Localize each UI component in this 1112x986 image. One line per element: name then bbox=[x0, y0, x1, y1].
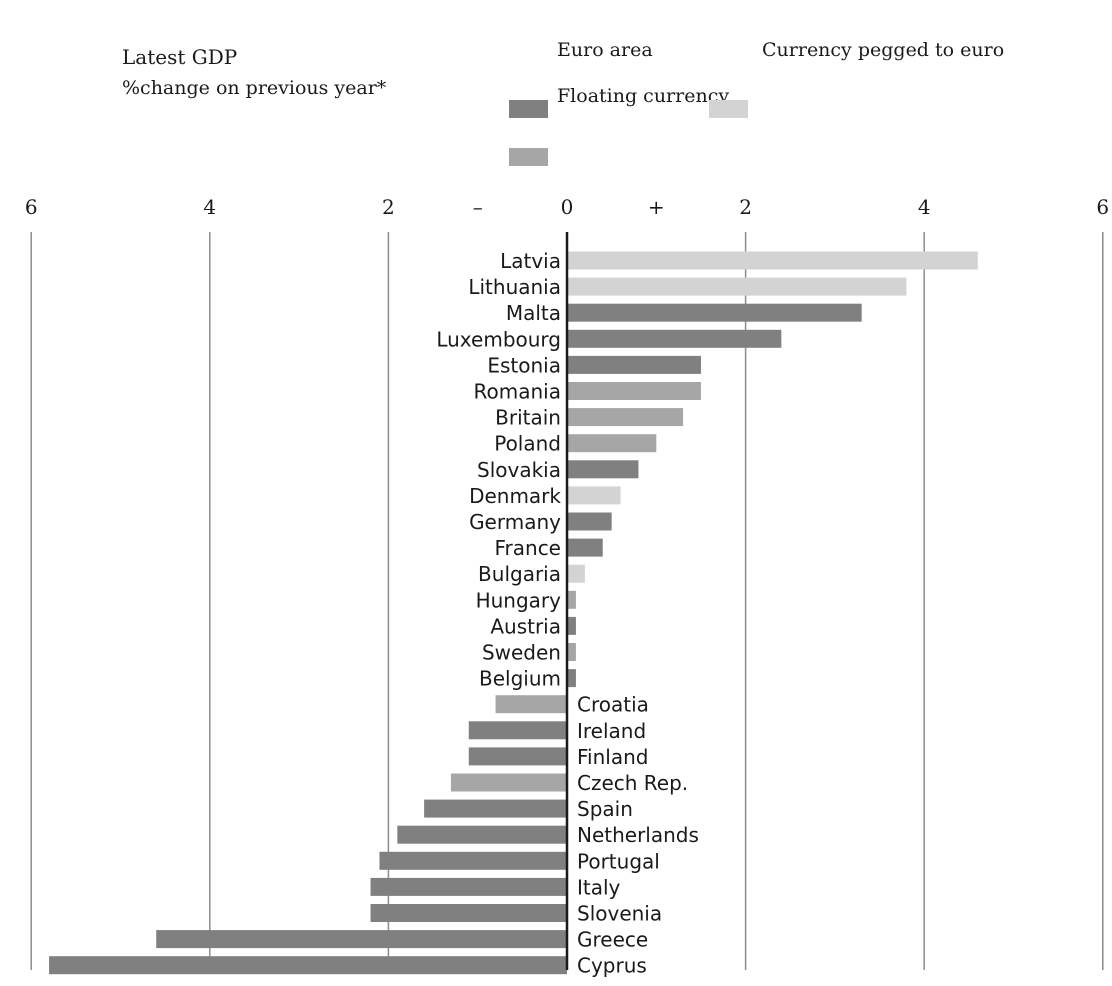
category-label: Denmark bbox=[469, 484, 561, 508]
category-label: Latvia bbox=[500, 249, 561, 273]
x-tick-label: 2 bbox=[382, 195, 395, 219]
chart-subtitle: %change on previous year* bbox=[122, 77, 387, 99]
bar bbox=[567, 408, 684, 427]
grid bbox=[30, 232, 1104, 970]
bar bbox=[567, 303, 862, 322]
bar bbox=[567, 251, 978, 270]
bar bbox=[567, 512, 612, 531]
category-label: Croatia bbox=[577, 693, 649, 717]
legend-swatch-euro bbox=[509, 100, 548, 118]
category-label: Finland bbox=[577, 745, 648, 769]
bar bbox=[567, 590, 576, 609]
bar bbox=[424, 799, 567, 818]
category-label: Czech Rep. bbox=[577, 771, 688, 795]
category-label: Luxembourg bbox=[436, 327, 561, 351]
category-label: Italy bbox=[577, 875, 621, 899]
bar bbox=[567, 382, 701, 400]
category-label: Ireland bbox=[577, 719, 646, 743]
bar bbox=[379, 851, 567, 870]
category-label: Spain bbox=[577, 797, 633, 821]
category-label: Slovenia bbox=[577, 902, 662, 926]
x-tick-label: 4 bbox=[918, 195, 931, 219]
legend-swatch-floating bbox=[509, 148, 548, 166]
bar bbox=[567, 434, 657, 453]
category-label: Greece bbox=[577, 928, 648, 952]
bar bbox=[567, 460, 639, 479]
bar bbox=[468, 721, 567, 740]
x-sign-negative: – bbox=[473, 195, 483, 219]
x-sign-positive: + bbox=[648, 195, 665, 219]
category-label: Belgium bbox=[479, 667, 561, 691]
bar bbox=[468, 747, 567, 766]
bar bbox=[567, 564, 585, 583]
bar bbox=[49, 956, 568, 975]
x-tick-label: 2 bbox=[739, 195, 752, 219]
bar bbox=[567, 538, 603, 557]
chart-header: Latest GDP %change on previous year* bbox=[122, 45, 387, 99]
legend-swatch-pegged bbox=[709, 100, 748, 118]
bar bbox=[397, 825, 567, 844]
category-label: Cyprus bbox=[577, 954, 647, 978]
bar bbox=[567, 616, 576, 635]
category-label: Britain bbox=[495, 406, 561, 430]
category-label: Germany bbox=[469, 510, 561, 534]
category-label: Estonia bbox=[487, 353, 561, 377]
x-tick-label: 6 bbox=[25, 195, 38, 219]
bar bbox=[567, 669, 576, 688]
category-label: France bbox=[494, 536, 561, 560]
legend-label-euro: Euro area bbox=[557, 39, 653, 61]
legend: Euro area Floating currency Currency peg… bbox=[509, 39, 1004, 166]
category-label: Malta bbox=[506, 301, 561, 325]
category-label: Romania bbox=[474, 380, 561, 404]
x-axis-ticks: 6 4 2 0 2 4 6 – + bbox=[25, 195, 1109, 219]
category-label: Sweden bbox=[482, 641, 561, 665]
bar bbox=[567, 277, 907, 296]
bar bbox=[370, 877, 567, 896]
x-tick-label: 6 bbox=[1096, 195, 1109, 219]
category-label: Lithuania bbox=[468, 275, 561, 299]
category-label: Austria bbox=[490, 614, 561, 638]
bar bbox=[567, 329, 782, 348]
bar bbox=[567, 486, 621, 505]
category-label: Poland bbox=[494, 432, 561, 456]
bar bbox=[450, 773, 567, 792]
bar bbox=[567, 643, 576, 661]
legend-label-floating: Floating currency bbox=[557, 85, 729, 107]
x-tick-label: 0 bbox=[561, 195, 574, 219]
bar bbox=[370, 904, 567, 922]
chart-title: Latest GDP bbox=[122, 45, 237, 69]
category-label: Slovakia bbox=[477, 458, 561, 482]
category-label: Netherlands bbox=[577, 823, 699, 847]
x-tick-label: 4 bbox=[203, 195, 216, 219]
bars bbox=[49, 251, 978, 975]
bar bbox=[567, 355, 701, 374]
bar bbox=[156, 930, 567, 949]
bar bbox=[495, 695, 567, 714]
category-label: Hungary bbox=[476, 588, 562, 612]
category-label: Bulgaria bbox=[478, 562, 561, 586]
category-label: Portugal bbox=[577, 849, 660, 873]
legend-label-pegged: Currency pegged to euro bbox=[762, 39, 1004, 61]
